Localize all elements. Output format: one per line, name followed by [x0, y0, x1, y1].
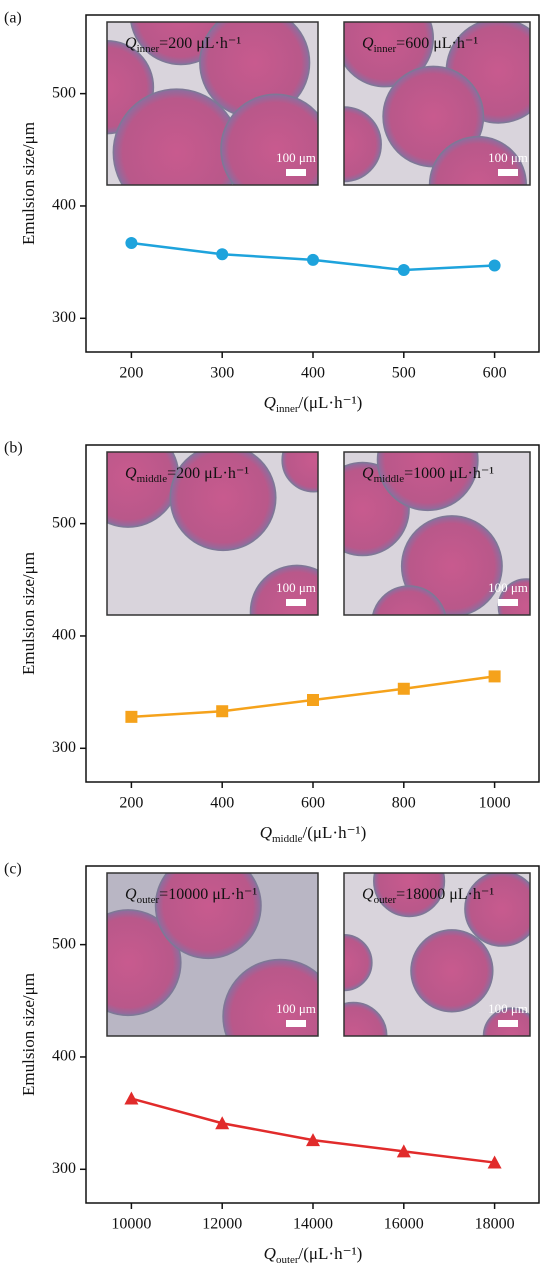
droplet [156, 853, 262, 959]
label-text: =1000 μL·h⁻¹ [404, 465, 494, 482]
scale-bar-label: 100 μm [488, 150, 528, 165]
scale-bar-label: 100 μm [276, 580, 316, 595]
droplet [223, 959, 337, 1073]
subscript: outer [276, 1254, 299, 1266]
subscript: outer [374, 894, 397, 906]
x-tick-label: 400 [301, 365, 325, 382]
droplet [465, 872, 539, 946]
x-tick-label: 500 [392, 365, 416, 382]
scale-bar [286, 1020, 306, 1027]
marker [216, 705, 228, 717]
marker [489, 260, 501, 272]
marker [216, 248, 228, 260]
symbol: Q [264, 1244, 276, 1263]
marker [398, 264, 410, 276]
label-text: =200 μL·h⁻¹ [167, 465, 249, 482]
inset-photo [77, 426, 345, 658]
x-tick-label: 600 [301, 795, 325, 812]
x-tick-label: 200 [119, 795, 143, 812]
symbol: Q [362, 35, 374, 52]
y-tick-label: 500 [52, 514, 76, 531]
y-tick-label: 400 [52, 197, 76, 214]
inset-photo [61, 0, 331, 216]
x-axis-label: Qouter/(μL·h⁻¹) [264, 1244, 363, 1266]
subscript: inner [137, 43, 160, 55]
label-text: =10000 μL·h⁻¹ [159, 886, 257, 903]
x-tick-label: 14000 [293, 1216, 333, 1233]
x-tick-label: 12000 [202, 1216, 242, 1233]
subscript: middle [374, 473, 405, 485]
droplet [282, 429, 345, 492]
symbol: Q [362, 465, 374, 482]
marker [125, 237, 137, 249]
inset-photo [316, 410, 541, 660]
x-tick-label: 200 [119, 365, 143, 382]
x-tick-label: 16000 [384, 1216, 424, 1233]
scale-bar [498, 1020, 518, 1027]
figure: (a)Qinner=200 μL·h⁻¹100 μmQinner=600 μL·… [0, 0, 541, 1272]
marker [489, 670, 501, 682]
marker [398, 683, 410, 695]
symbol: Q [125, 465, 137, 482]
marker [307, 694, 319, 706]
symbol: Q [125, 35, 137, 52]
marker [124, 1092, 138, 1105]
y-tick-label: 400 [52, 1048, 76, 1065]
subscript: inner [374, 43, 397, 55]
label-text: /(μL·h⁻¹) [299, 1244, 363, 1263]
scale-bar [498, 599, 518, 606]
subscript: outer [137, 894, 160, 906]
label-text: /(μL·h⁻¹) [303, 823, 367, 842]
droplet [170, 445, 275, 551]
page: {"chart_data": [ {"type": "line", "panel… [0, 0, 541, 1272]
scale-bar [286, 169, 306, 176]
x-tick-label: 600 [483, 365, 507, 382]
x-axis-label: Qinner/(μL·h⁻¹) [264, 393, 363, 415]
marker [307, 254, 319, 266]
x-tick-label: 1000 [479, 795, 511, 812]
series-line [131, 1099, 494, 1163]
droplet [377, 410, 477, 510]
y-axis-label: Emulsion size/μm [19, 973, 38, 1096]
y-tick-label: 300 [52, 1160, 76, 1177]
droplet [372, 586, 446, 660]
x-tick-label: 800 [392, 795, 416, 812]
label-text: =200 μL·h⁻¹ [159, 35, 241, 52]
scale-bar-label: 100 μm [276, 150, 316, 165]
label-text: /(μL·h⁻¹) [299, 393, 363, 412]
y-axis-label: Emulsion size/μm [19, 122, 38, 245]
x-tick-label: 10000 [111, 1216, 151, 1233]
y-tick-label: 300 [52, 309, 76, 326]
x-axis-label: Qmiddle/(μL·h⁻¹) [260, 823, 367, 845]
y-axis-label: Emulsion size/μm [19, 552, 38, 675]
symbol: Q [362, 886, 374, 903]
scale-bar [286, 599, 306, 606]
y-tick-label: 500 [52, 935, 76, 952]
droplet [374, 846, 445, 917]
label-text: =600 μL·h⁻¹ [396, 35, 478, 52]
x-tick-label: 300 [210, 365, 234, 382]
symbol: Q [125, 886, 137, 903]
subscript: inner [276, 403, 299, 415]
x-tick-label: 18000 [475, 1216, 515, 1233]
scale-bar [498, 169, 518, 176]
marker [125, 711, 137, 723]
label-text: =18000 μL·h⁻¹ [396, 886, 494, 903]
x-tick-label: 400 [210, 795, 234, 812]
scale-bar-label: 100 μm [488, 1001, 528, 1016]
y-tick-label: 500 [52, 84, 76, 101]
symbol: Q [260, 823, 272, 842]
panel-label: (a) [4, 10, 22, 27]
panel-label: (c) [4, 861, 22, 878]
droplet [411, 930, 493, 1012]
subscript: middle [272, 833, 303, 845]
y-tick-label: 400 [52, 627, 76, 644]
panel-label: (b) [4, 440, 23, 457]
symbol: Q [264, 393, 276, 412]
scale-bar-label: 100 μm [488, 580, 528, 595]
scale-bar-label: 100 μm [276, 1001, 316, 1016]
subscript: middle [137, 473, 168, 485]
y-tick-label: 300 [52, 739, 76, 756]
